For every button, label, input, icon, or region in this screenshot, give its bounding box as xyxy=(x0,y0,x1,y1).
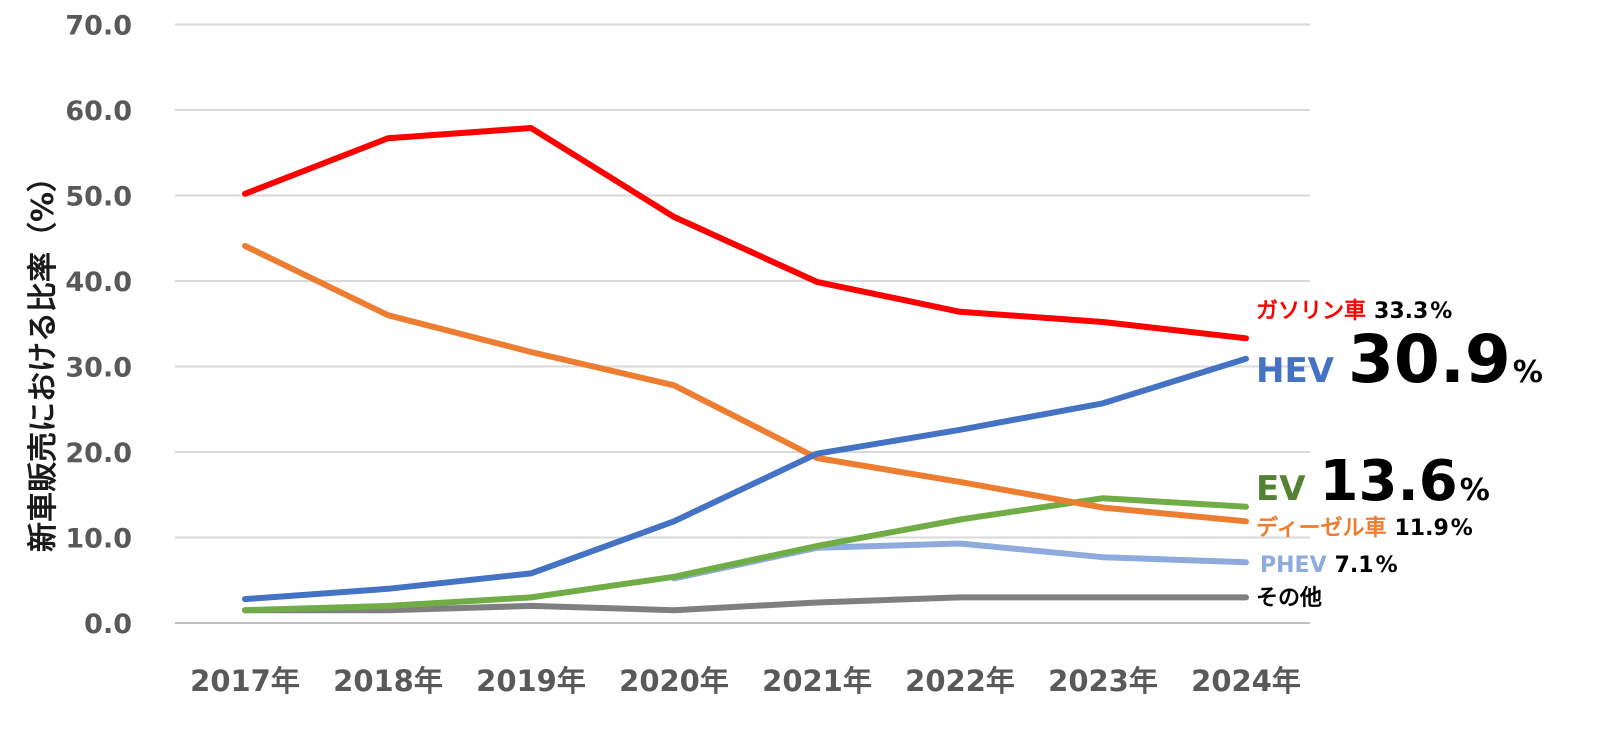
series-label: HEV xyxy=(1256,351,1335,391)
series-end-value: 33.3 xyxy=(1374,299,1428,324)
y-tick-label: 50.0 xyxy=(65,182,132,213)
series-line xyxy=(242,355,1249,603)
y-tick-label: 70.0 xyxy=(65,11,132,42)
series-end-unit: % xyxy=(1460,473,1490,508)
x-tick-labels: 2017年 2018年 2019年 2020年 2021年 2022年 2023年 2024年 xyxy=(190,664,1301,698)
series-lines xyxy=(242,125,1249,614)
y-tick-label: 40.0 xyxy=(65,267,132,298)
series-end-value: 30.9 xyxy=(1348,321,1511,398)
series-label: PHEV xyxy=(1260,553,1327,578)
series-end-labels: ガソリン車 33.3 % HEV 30.9 % EV 13.6 % ディーゼル車 11.9 % PHEV… xyxy=(1256,299,1543,611)
series-line xyxy=(242,594,1249,614)
x-tick-label: 2022年 xyxy=(905,664,1015,698)
gridlines xyxy=(175,23,1310,624)
series-line xyxy=(242,125,1249,342)
series-end-value: 13.6 xyxy=(1320,449,1458,514)
y-tick-label: 10.0 xyxy=(65,524,132,555)
x-tick-label: 2023年 xyxy=(1048,664,1158,698)
y-tick-label: 30.0 xyxy=(65,353,132,384)
series-end-unit: % xyxy=(1513,355,1543,390)
y-tick-labels: 0.0 10.0 20.0 30.0 40.0 50.0 60.0 70.0 xyxy=(65,11,132,641)
x-tick-label: 2019年 xyxy=(476,664,586,698)
x-tick-label: 2020年 xyxy=(619,664,729,698)
series-label: その他 xyxy=(1256,586,1322,611)
series-end-unit: % xyxy=(1430,299,1452,324)
series-label: EV xyxy=(1256,469,1306,509)
series-label: ディーゼル車 xyxy=(1256,515,1386,541)
series-label: ガソリン車 xyxy=(1256,299,1366,324)
x-tick-label: 2024年 xyxy=(1191,664,1301,698)
series-end-value: 7.1 xyxy=(1335,553,1374,578)
y-tick-label: 20.0 xyxy=(65,438,132,469)
y-tick-label: 0.0 xyxy=(84,609,132,640)
series-end-value: 11.9 xyxy=(1394,516,1448,541)
x-tick-label: 2018年 xyxy=(333,664,443,698)
x-tick-label: 2021年 xyxy=(762,664,872,698)
y-tick-label: 60.0 xyxy=(65,96,132,127)
series-line xyxy=(242,242,1249,525)
x-tick-label: 2017年 xyxy=(190,664,300,698)
series-end-unit: % xyxy=(1451,516,1473,541)
series-end-unit: % xyxy=(1376,553,1398,578)
